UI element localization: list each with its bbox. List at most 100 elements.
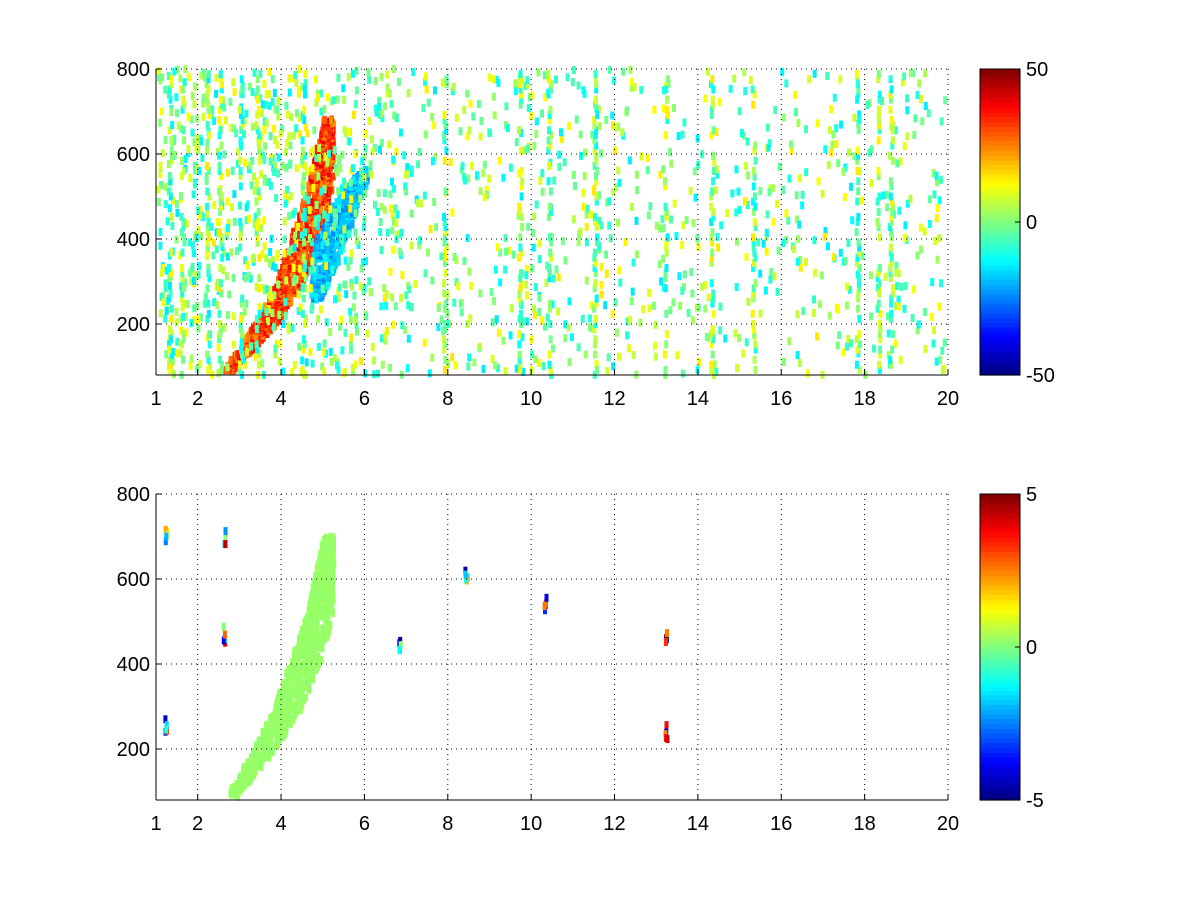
heatmap-cell <box>877 330 882 339</box>
heatmap-cell <box>518 299 523 308</box>
heatmap-cell <box>616 218 620 227</box>
heatmap-cell <box>303 259 307 268</box>
heatmap-cell <box>835 341 840 350</box>
heatmap-cell <box>442 110 447 119</box>
heatmap-cell <box>238 228 243 237</box>
heatmap-cell <box>263 142 268 151</box>
heatmap-cell <box>753 253 758 262</box>
heatmap-cell <box>939 175 944 184</box>
colorbar-swatch <box>980 351 1020 357</box>
heatmap-cell <box>593 314 598 323</box>
heatmap-cell <box>325 165 330 174</box>
heatmap-cell <box>292 655 297 664</box>
heatmap-cell <box>303 622 308 631</box>
heatmap-cell <box>317 604 322 613</box>
colorbar-swatch <box>980 766 1020 772</box>
colorbar-swatch <box>980 159 1020 166</box>
colorbar-swatch <box>980 556 1020 562</box>
heatmap-cell <box>889 212 894 221</box>
heatmap-cell <box>888 355 893 364</box>
heatmap-cell <box>383 336 388 345</box>
heatmap-cell <box>570 78 575 86</box>
heatmap-cell <box>753 202 758 211</box>
heatmap-cell <box>219 202 223 211</box>
heatmap-cell <box>222 103 227 112</box>
heatmap-cell <box>192 271 197 280</box>
x-tick-label: 10 <box>520 388 542 410</box>
heatmap-cell <box>827 311 832 320</box>
heatmap-cell <box>294 239 299 248</box>
colorbar-tick-label: 50 <box>1026 59 1048 81</box>
heatmap-cell <box>856 212 861 221</box>
heatmap-cell <box>370 147 375 155</box>
heatmap-cell <box>878 319 883 328</box>
heatmap-cell <box>320 284 325 293</box>
heatmap-cell <box>333 216 338 225</box>
heatmap-cell <box>329 116 333 125</box>
y-tick-label: 200 <box>117 739 150 761</box>
heatmap-cell <box>478 187 483 196</box>
colorbar-swatch <box>980 365 1020 371</box>
heatmap-cell <box>751 294 756 303</box>
heatmap-cell <box>281 367 286 376</box>
heatmap-cell <box>263 100 268 109</box>
heatmap-cell <box>856 294 861 303</box>
heatmap-cell <box>298 303 303 312</box>
heatmap-cell <box>244 347 249 356</box>
heatmap-cell <box>856 146 860 155</box>
heatmap-cell <box>297 667 302 676</box>
heatmap-cell <box>442 136 447 145</box>
heatmap-cell <box>195 364 200 373</box>
heatmap-cell <box>888 248 893 257</box>
heatmap-cell <box>373 143 377 152</box>
colorbar-swatch <box>980 255 1020 261</box>
heatmap-cell <box>309 652 314 661</box>
heatmap-cell <box>776 246 781 255</box>
heatmap-cell <box>384 301 389 310</box>
heatmap-cell <box>648 202 653 211</box>
heatmap-cell <box>330 265 335 274</box>
heatmap-cell <box>411 68 416 77</box>
heatmap-cell <box>229 248 234 257</box>
heatmap-cell <box>893 126 898 135</box>
heatmap-cell <box>189 115 194 124</box>
colorbar-swatch <box>980 513 1020 519</box>
colorbar-swatch <box>980 288 1020 295</box>
colorbar-swatch <box>980 776 1020 782</box>
heatmap-cell <box>388 363 392 372</box>
heatmap-cell <box>463 570 468 579</box>
heatmap-cell <box>179 228 184 237</box>
heatmap-cell <box>711 126 716 135</box>
heatmap-cell <box>668 148 672 157</box>
heatmap-cell <box>605 367 610 375</box>
heatmap-cell <box>745 137 750 146</box>
heatmap-cell <box>388 267 393 276</box>
heatmap-cell <box>180 274 185 283</box>
heatmap-cell <box>231 78 236 87</box>
heatmap-cell <box>322 254 327 263</box>
heatmap-cell <box>752 218 757 226</box>
heatmap-cell <box>922 227 927 236</box>
heatmap-cell <box>182 136 186 145</box>
heatmap-cell <box>310 257 315 266</box>
colorbar-swatch <box>980 560 1020 567</box>
heatmap-cell <box>607 221 612 230</box>
heatmap-cell <box>197 166 202 175</box>
heatmap-cell <box>259 109 264 118</box>
heatmap-cell <box>228 356 233 365</box>
heatmap-cell <box>309 199 313 208</box>
heatmap-cell <box>682 118 687 127</box>
heatmap-cell <box>205 138 210 147</box>
heatmap-cell <box>347 230 352 239</box>
heatmap-cell <box>857 116 862 124</box>
heatmap-cell <box>239 125 244 134</box>
heatmap-cell <box>752 172 757 181</box>
heatmap-cell <box>320 540 325 549</box>
heatmap-cell <box>889 294 894 303</box>
heatmap-cell <box>430 112 435 121</box>
heatmap-cell <box>475 171 479 180</box>
heatmap-cell <box>524 280 529 289</box>
heatmap-cell <box>846 238 851 247</box>
y-tick-label: 600 <box>117 569 150 591</box>
